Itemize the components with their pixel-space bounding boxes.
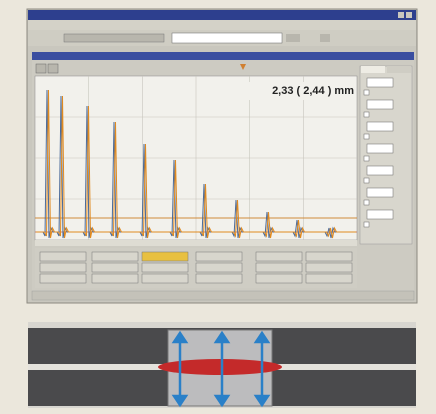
control-button[interactable] — [256, 263, 302, 272]
checkbox[interactable] — [364, 222, 369, 227]
checkbox[interactable] — [364, 178, 369, 183]
control-button[interactable] — [196, 252, 242, 261]
input-field[interactable] — [367, 144, 393, 153]
page: 2,33 ( 2,44 ) mm (() => { const data = J… — [0, 0, 436, 414]
window-button[interactable] — [398, 12, 404, 18]
control-button[interactable] — [92, 252, 138, 261]
window-button[interactable] — [406, 12, 412, 18]
control-button[interactable] — [306, 252, 352, 261]
input-field[interactable] — [367, 166, 393, 175]
input-field[interactable] — [367, 188, 393, 197]
menu-bar — [28, 20, 416, 30]
weld-seam — [158, 359, 282, 375]
panel-tab[interactable] — [361, 66, 385, 73]
control-button[interactable] — [306, 274, 352, 283]
control-button[interactable] — [92, 274, 138, 283]
control-button[interactable] — [142, 274, 188, 283]
control-button[interactable] — [40, 274, 86, 283]
status-bar — [32, 291, 414, 300]
title-bar — [28, 10, 416, 20]
control-button[interactable] — [40, 252, 86, 261]
checkbox[interactable] — [364, 134, 369, 139]
control-button[interactable] — [40, 263, 86, 272]
control-button[interactable] — [142, 263, 188, 272]
toolbar-button[interactable] — [286, 34, 300, 42]
file-select[interactable] — [172, 33, 282, 43]
input-field[interactable] — [367, 78, 393, 87]
panel-tab[interactable] — [387, 66, 411, 73]
control-button[interactable] — [142, 252, 188, 261]
view-button[interactable] — [48, 64, 58, 73]
input-field[interactable] — [367, 100, 393, 109]
control-button[interactable] — [306, 263, 352, 272]
checkbox[interactable] — [364, 112, 369, 117]
control-button[interactable] — [256, 274, 302, 283]
checkbox[interactable] — [364, 200, 369, 205]
screenshot: 2,33 ( 2,44 ) mm — [0, 0, 436, 414]
x-scale — [35, 240, 357, 246]
toolbar-buttons[interactable] — [64, 34, 164, 42]
checkbox[interactable] — [364, 156, 369, 161]
control-button[interactable] — [92, 263, 138, 272]
inner-title-bar — [32, 52, 414, 60]
toolbar-button[interactable] — [320, 34, 330, 42]
input-field[interactable] — [367, 122, 393, 131]
checkbox[interactable] — [364, 90, 369, 95]
control-button[interactable] — [256, 252, 302, 261]
control-button[interactable] — [196, 263, 242, 272]
thickness-reading: 2,33 ( 2,44 ) mm — [272, 85, 354, 97]
control-button[interactable] — [196, 274, 242, 283]
view-button[interactable] — [36, 64, 46, 73]
input-field[interactable] — [367, 210, 393, 219]
